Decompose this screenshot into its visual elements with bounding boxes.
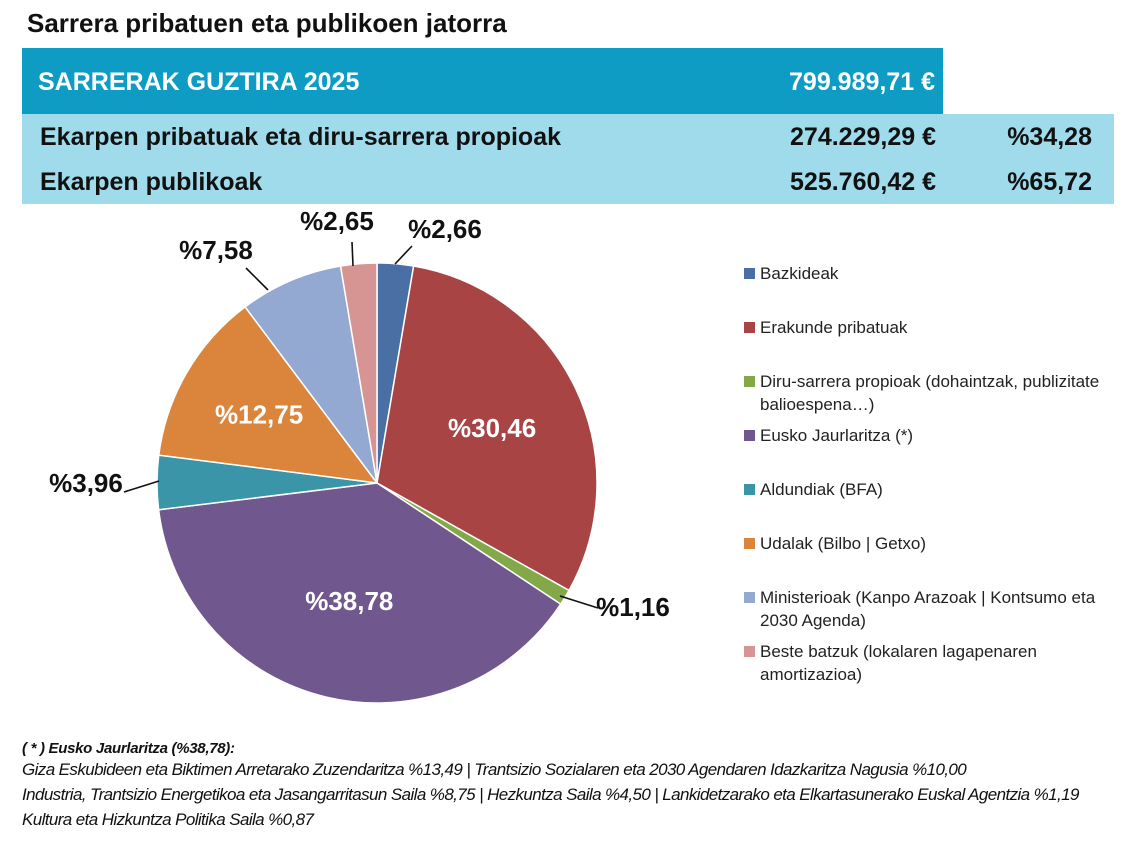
income-breakdown-table: Ekarpen pribatuak eta diru-sarrera propi… [22, 114, 1114, 204]
label-leader-line [394, 245, 413, 265]
income-pie-chart: %2,66 %30,46 %1,16 %38,78 %3,96 %12,75 %7,58 %2… [49, 208, 670, 704]
legend-label: Diru-sarrera propioak (dohaintzak, publi… [760, 372, 1100, 414]
footnote: ( * ) Eusko Jaurlaritza (%38,78): Giza E… [22, 740, 1117, 832]
legend-swatch [744, 322, 755, 333]
legend-swatch [744, 376, 755, 387]
legend-swatch [744, 646, 755, 657]
label-leader-line [245, 267, 269, 291]
public-contributions-row: Ekarpen publikoak 525.760,42 € %65,72 [22, 159, 1114, 204]
private-contributions-percent: %34,28 [1007, 123, 1092, 151]
footnote-heading: ( * ) Eusko Jaurlaritza (%38,78): [22, 740, 235, 757]
legend-swatch [744, 538, 755, 549]
legend-label: Eusko Jaurlaritza (*) [760, 426, 914, 445]
private-contributions-amount: 274.229,29 € [790, 123, 936, 151]
slice-data-label: %3,96 [49, 468, 123, 498]
page-title: Sarrera pribatuen eta publikoen jatorra [27, 8, 507, 38]
public-contributions-label: Ekarpen publikoak [40, 168, 263, 196]
legend-swatch [744, 484, 755, 495]
slice-data-label: %30,46 [448, 413, 536, 443]
label-leader-line [559, 595, 599, 609]
legend-label: Bazkideak [760, 264, 839, 283]
pie-slice-8 [339, 262, 378, 484]
legend-swatch [744, 430, 755, 441]
total-income-label: SARRERAK GUZTIRA 2025 [38, 68, 360, 96]
legend-label: Aldundiak (BFA) [760, 480, 883, 499]
pie-slice-4 [157, 482, 562, 704]
private-contributions-row: Ekarpen pribatuak eta diru-sarrera propi… [22, 114, 1114, 159]
total-income-row: SARRERAK GUZTIRA 2025 799.989,71 € [22, 48, 943, 114]
slice-data-label: %1,16 [596, 592, 670, 622]
slice-data-label: %7,58 [179, 235, 253, 265]
footnote-line: Industria, Trantsizio Energetikoa eta Ja… [22, 785, 1079, 804]
footnote-line: Kultura eta Hizkuntza Politika Saila %0,… [22, 810, 314, 829]
legend-label: Ministerioak (Kanpo Arazoak | Kontsumo e… [760, 588, 1096, 630]
public-contributions-amount: 525.760,42 € [790, 168, 936, 196]
label-leader-line [351, 241, 354, 267]
slice-data-label: %2,65 [300, 208, 374, 236]
pie-slice-2 [376, 265, 598, 592]
legend-label: Beste batzuk (lokalaren lagapenaren amor… [760, 642, 1037, 684]
total-income-amount: 799.989,71 € [789, 68, 935, 96]
legend-label: Udalak (Bilbo | Getxo) [760, 534, 926, 553]
pie-slice-6 [157, 305, 379, 484]
slice-data-label: %2,66 [408, 214, 482, 244]
public-contributions-percent: %65,72 [1007, 168, 1092, 196]
legend-swatch [744, 592, 755, 603]
legend-swatch [744, 268, 755, 279]
slice-data-label: %12,75 [215, 399, 303, 429]
footnote-line: Giza Eskubideen eta Biktimen Arretarako … [22, 760, 967, 779]
legend-label: Erakunde pribatuak [760, 318, 908, 337]
label-leader-line [123, 480, 160, 493]
private-contributions-label: Ekarpen pribatuak eta diru-sarrera propi… [40, 123, 562, 151]
slice-data-label: %38,78 [305, 586, 393, 616]
pie-slice-7 [244, 265, 378, 484]
